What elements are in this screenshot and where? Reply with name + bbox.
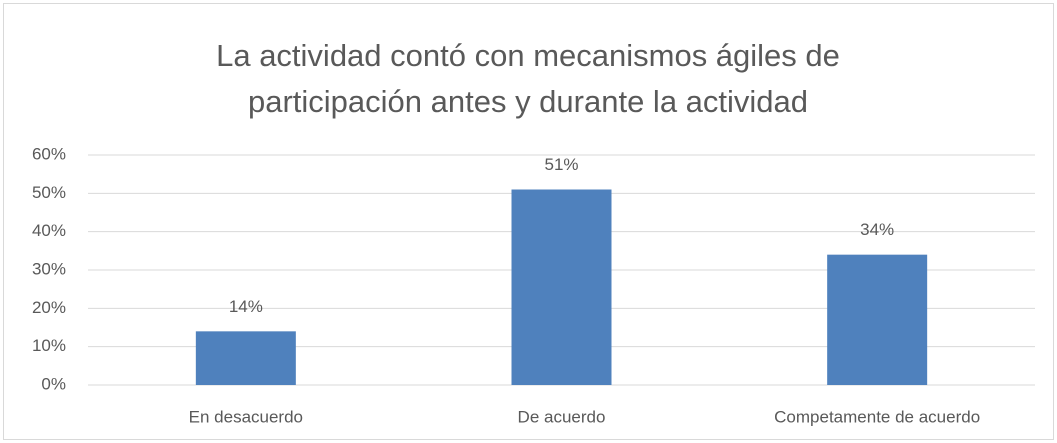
x-tick-label: En desacuerdo xyxy=(189,407,303,426)
bar xyxy=(827,254,928,385)
bar xyxy=(511,189,612,385)
x-tick-label: Competamente de acuerdo xyxy=(774,407,980,426)
y-tick-label: 0% xyxy=(41,374,66,393)
y-tick-label: 10% xyxy=(32,336,66,355)
data-label: 51% xyxy=(544,155,578,174)
bar xyxy=(195,331,296,385)
y-tick-label: 40% xyxy=(32,221,66,240)
y-tick-label: 60% xyxy=(32,144,66,163)
x-tick-label: De acuerdo xyxy=(518,407,606,426)
data-label: 34% xyxy=(860,220,894,239)
y-tick-label: 30% xyxy=(32,259,66,278)
y-tick-label: 20% xyxy=(32,298,66,317)
y-tick-label: 50% xyxy=(32,183,66,202)
chart-title: La actividad contó con mecanismos ágiles… xyxy=(216,38,840,119)
data-label: 14% xyxy=(229,297,263,316)
